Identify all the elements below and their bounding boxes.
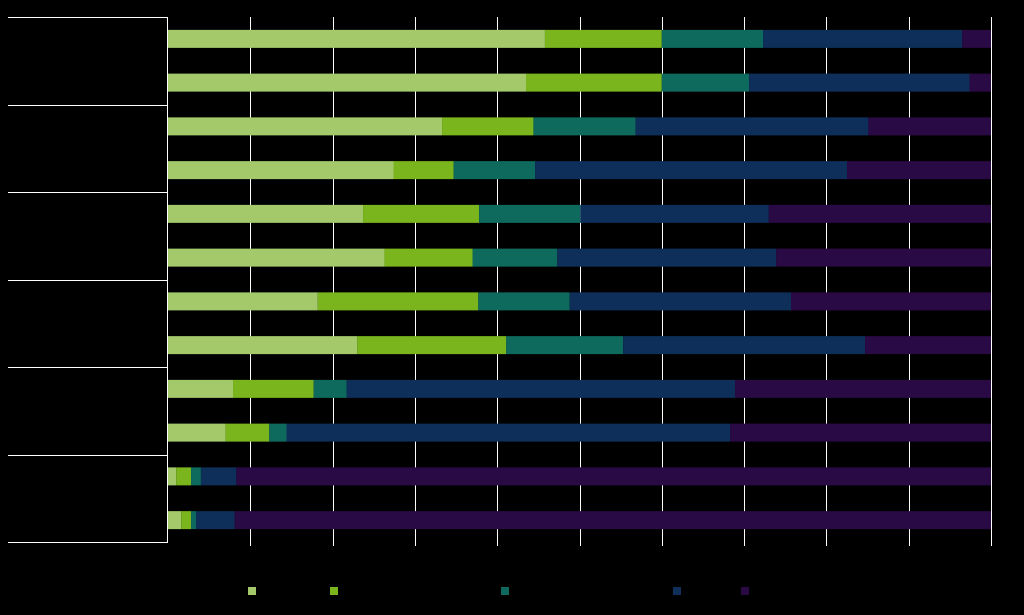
- bar-segment-5: [234, 511, 992, 530]
- bar-segment-5: [730, 423, 991, 442]
- bar-segment-5: [735, 379, 991, 398]
- bar-segment-2: [393, 161, 454, 180]
- legend-swatch: [330, 587, 338, 595]
- bar-segment-4: [580, 204, 769, 223]
- bar-segment-5: [865, 336, 991, 355]
- bar-segment-2: [442, 117, 534, 136]
- bar-segment-2: [526, 73, 662, 92]
- bar-segment-2: [233, 379, 314, 398]
- bar-segment-5: [846, 161, 991, 180]
- bar-segment-4: [195, 511, 235, 530]
- bar-segment-5: [969, 73, 991, 92]
- legend: [248, 587, 749, 595]
- bar-segment-5: [868, 117, 991, 136]
- bar-segment-5: [236, 467, 991, 486]
- legend-swatch: [741, 587, 749, 595]
- bar-segment-3: [453, 161, 536, 180]
- bar-segment-2: [225, 423, 270, 442]
- bar-segment-4: [569, 292, 792, 311]
- bar-segment-4: [749, 73, 970, 92]
- bar-segment-3: [661, 29, 764, 48]
- bar-segment-3: [533, 117, 636, 136]
- bar-segment-1: [168, 73, 527, 92]
- bar-segment-3: [478, 292, 570, 311]
- bars: [168, 29, 992, 530]
- bar-segment-1: [168, 423, 226, 442]
- bar-segment-4: [557, 248, 777, 267]
- bar-segment-4: [635, 117, 869, 136]
- bar-segment-2: [317, 292, 479, 311]
- bar-segment-2: [544, 29, 662, 48]
- legend-swatch: [248, 587, 256, 595]
- bar-segment-2: [176, 467, 192, 486]
- bar-segment-1: [168, 248, 385, 267]
- bar-segment-3: [269, 423, 287, 442]
- bar-segment-3: [506, 336, 624, 355]
- bar-segment-5: [791, 292, 991, 311]
- bar-segment-1: [168, 292, 318, 311]
- bar-segment-5: [962, 29, 991, 48]
- bar-segment-3: [479, 204, 581, 223]
- bar-segment-3: [472, 248, 558, 267]
- grid-lines: [250, 17, 992, 546]
- bar-segment-4: [763, 29, 963, 48]
- bar-segment-4: [200, 467, 237, 486]
- bar-segment-1: [168, 511, 182, 530]
- bar-segment-1: [168, 117, 443, 136]
- bar-segment-2: [384, 248, 473, 267]
- bar-segment-3: [313, 379, 347, 398]
- bar-segment-4: [286, 423, 731, 442]
- bar-segment-5: [768, 204, 991, 223]
- bar-segment-1: [168, 161, 394, 180]
- legend-swatch: [673, 587, 681, 595]
- bar-segment-4: [346, 379, 736, 398]
- bar-segment-2: [357, 336, 507, 355]
- bar-segment-1: [168, 204, 364, 223]
- legend-swatch: [501, 587, 509, 595]
- bar-segment-3: [661, 73, 750, 92]
- bar-segment-1: [168, 336, 358, 355]
- bar-segment-3: [191, 467, 201, 486]
- bar-segment-5: [776, 248, 991, 267]
- bar-segment-4: [535, 161, 847, 180]
- bar-segment-4: [623, 336, 866, 355]
- bar-segment-2: [181, 511, 192, 530]
- bar-segment-1: [168, 467, 177, 486]
- bar-segment-3: [191, 511, 196, 530]
- bar-segment-2: [363, 204, 480, 223]
- bar-segment-1: [168, 29, 545, 48]
- category-axis: [8, 17, 168, 543]
- bar-segment-1: [168, 379, 234, 398]
